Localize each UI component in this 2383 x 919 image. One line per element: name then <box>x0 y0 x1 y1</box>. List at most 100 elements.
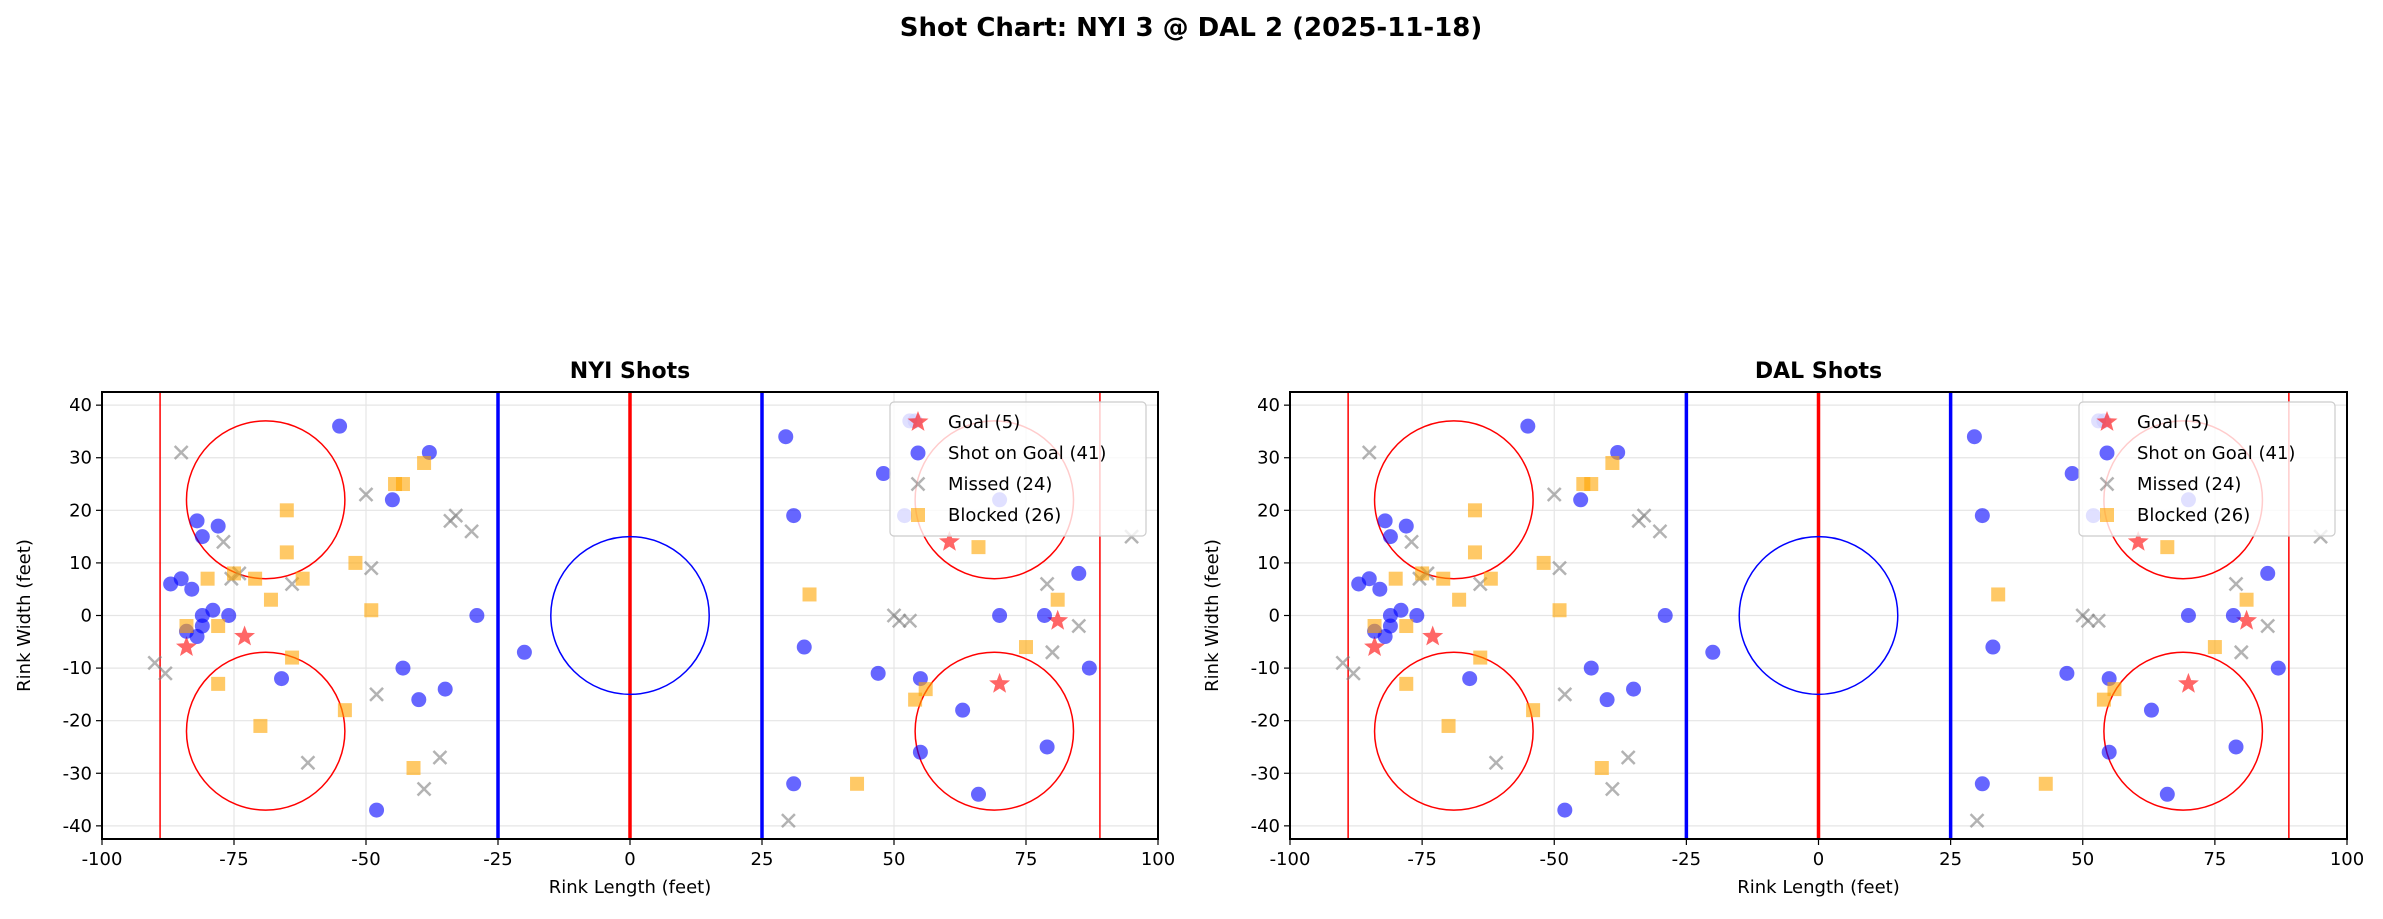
blocked-marker <box>279 545 294 560</box>
shot-marker <box>1372 581 1388 597</box>
shot-marker <box>411 692 427 708</box>
x-tick-label: -25 <box>483 849 512 870</box>
faceoff-circle <box>1373 420 1534 580</box>
blocked-marker <box>1436 571 1451 586</box>
blocked-marker <box>1399 619 1414 634</box>
blocked-marker <box>179 619 194 634</box>
y-tick-label: -20 <box>63 711 92 732</box>
x-axis-label: Rink Length (feet) <box>1737 877 1899 898</box>
goal-marker <box>2236 609 2257 630</box>
x-tick-label: 75 <box>2203 849 2226 870</box>
blocked-marker <box>2107 682 2122 697</box>
shot-marker <box>469 608 485 623</box>
blocked-marker <box>2207 640 2222 655</box>
missed-marker <box>1045 644 1060 660</box>
y-tick-label: 40 <box>1257 395 1280 416</box>
legend-label: Missed (24) <box>948 474 1052 495</box>
missed-marker <box>1039 576 1055 592</box>
missed-marker <box>1620 750 1636 765</box>
shot-marker <box>1462 671 1478 687</box>
shot-marker <box>2260 565 2276 581</box>
y-tick-label: 0 <box>81 606 92 627</box>
missed-marker <box>891 613 907 629</box>
missed-marker <box>216 534 231 550</box>
goal-marker <box>1422 625 1444 646</box>
shot-marker <box>2064 466 2080 482</box>
y-tick-label: -10 <box>1251 658 1280 679</box>
shot-marker <box>1974 776 1990 792</box>
shot-marker <box>786 508 802 524</box>
shot-marker <box>1583 660 1599 676</box>
legend-marker <box>2096 411 2118 431</box>
legend-marker <box>2100 508 2114 522</box>
missed-marker <box>1605 781 1620 797</box>
missed-marker <box>432 750 448 765</box>
shot-marker <box>786 776 802 792</box>
legend-label: Shot on Goal (41) <box>948 443 1106 464</box>
x-tick-label: -50 <box>351 849 380 870</box>
legend-label: Goal (5) <box>948 412 1020 433</box>
x-tick-label: 75 <box>1015 849 1038 870</box>
x-axis-label: Rink Length (feet) <box>549 877 711 898</box>
x-tick-label: 100 <box>2330 849 2364 870</box>
goal-marker <box>1047 609 1069 630</box>
blocked-marker <box>1452 592 1467 607</box>
legend-label: Shot on Goal (41) <box>2137 443 2295 464</box>
legend-marker <box>907 411 929 431</box>
y-tick-label: 0 <box>1269 606 1280 627</box>
y-axis-label: Rink Width (feet) <box>14 539 35 692</box>
blocked-marker <box>802 587 817 602</box>
legend-marker <box>2099 476 2115 492</box>
x-tick-label: 0 <box>624 849 635 870</box>
y-tick-label: 20 <box>69 500 92 521</box>
shot-marker <box>210 518 226 534</box>
shot-marker <box>912 744 928 760</box>
shot-marker <box>274 671 290 687</box>
x-tick-label: 50 <box>883 849 906 870</box>
missed-marker <box>1346 665 1361 681</box>
missed-marker <box>157 665 173 681</box>
missed-marker <box>1652 523 1668 539</box>
y-tick-label: 30 <box>1257 448 1280 469</box>
shot-marker <box>1573 492 1589 508</box>
missed-marker <box>1636 508 1652 523</box>
blocked-marker <box>253 718 268 733</box>
faceoff-circle <box>185 651 346 811</box>
missed-marker <box>1969 813 1985 828</box>
center-circle <box>1738 535 1899 696</box>
blocked-marker <box>248 571 263 586</box>
shot-marker <box>2225 608 2241 623</box>
subplot: -100 -75 -50 -25 0 25 50 75 100-40-30-20-1001020… <box>1202 359 2364 898</box>
blocked-marker <box>1584 477 1599 492</box>
blocked-marker <box>1467 503 1482 518</box>
subplot-title: DAL Shots <box>1755 359 1882 384</box>
y-tick-label: -30 <box>63 763 92 784</box>
blocked-marker <box>2096 692 2111 707</box>
missed-marker <box>416 781 432 797</box>
blocked-marker <box>918 682 933 697</box>
x-tick-label: -100 <box>1270 849 1311 870</box>
missed-marker <box>2228 576 2244 592</box>
shot-marker <box>1974 508 1990 524</box>
goal-marker <box>1364 636 1385 656</box>
missed-marker <box>464 523 479 539</box>
missed-marker <box>2080 613 2096 629</box>
legend-marker <box>910 476 926 492</box>
missed-marker <box>902 613 918 629</box>
x-tick-label: -75 <box>219 849 248 870</box>
axes-frame <box>101 391 1159 840</box>
goal-marker <box>2178 672 2199 693</box>
shot-marker <box>870 665 886 681</box>
shot-marker <box>778 429 794 445</box>
legend-label: Missed (24) <box>2137 474 2241 495</box>
shot-marker <box>875 466 891 482</box>
y-tick-label: 20 <box>1257 500 1280 521</box>
blocked-marker <box>1594 761 1609 776</box>
x-tick-label: -75 <box>1407 849 1436 870</box>
legend-marker <box>2099 445 2115 461</box>
blocked-marker <box>1367 619 1382 634</box>
shot-marker <box>1393 602 1409 618</box>
shot-marker <box>1361 571 1377 587</box>
blocked-marker <box>2239 592 2254 607</box>
shot-marker <box>2143 702 2159 718</box>
